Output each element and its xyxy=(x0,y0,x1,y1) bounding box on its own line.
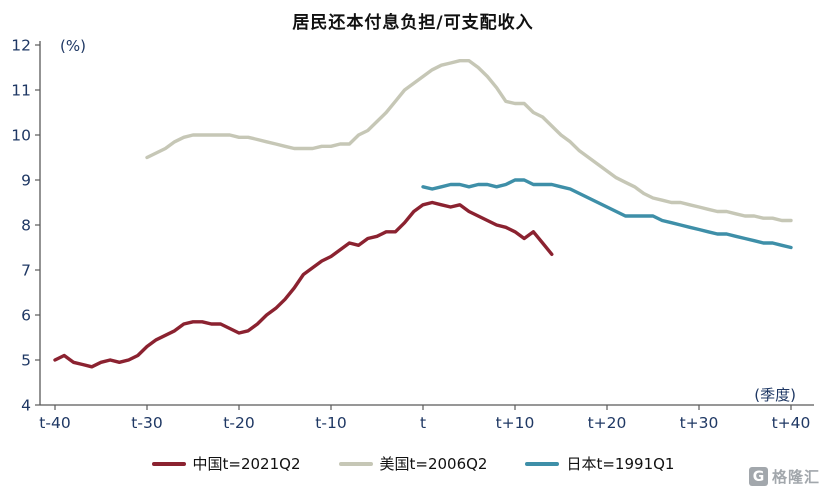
legend-swatch-japan xyxy=(525,461,560,466)
chart-title: 居民还本付息负担/可支配收入 xyxy=(292,13,534,33)
x-axis-tick-label: t-30 xyxy=(131,414,162,432)
x-axis-unit-label: (季度) xyxy=(754,386,796,404)
y-axis-tick-label: 10 xyxy=(11,126,31,144)
x-axis-tick-label: t+10 xyxy=(496,414,535,432)
y-axis-tick-label: 11 xyxy=(11,81,31,99)
chart-legend: 中国t=2021Q2 美国t=2006Q2 日本t=1991Q1 xyxy=(0,453,826,474)
x-axis-tick-label: t+20 xyxy=(588,414,627,432)
series-japan xyxy=(421,178,793,250)
y-axis-tick-label: 8 xyxy=(21,216,31,234)
y-axis-tick-label: 6 xyxy=(21,306,31,324)
legend-label-china: 中国t=2021Q2 xyxy=(192,455,301,473)
x-axis-tick-label: t xyxy=(420,414,426,432)
legend-item-japan: 日本t=1991Q1 xyxy=(525,453,674,474)
x-axis-tick-label: t-10 xyxy=(315,414,346,432)
series-us xyxy=(145,59,793,223)
y-axis-tick-label: 12 xyxy=(11,36,31,54)
legend-label-japan: 日本t=1991Q1 xyxy=(566,455,675,473)
y-axis-unit-label: (%) xyxy=(60,37,86,55)
gelonghui-watermark-text: 格隆汇 xyxy=(771,468,820,486)
series-china xyxy=(53,200,554,369)
y-axis-tick-label: 7 xyxy=(21,261,31,279)
y-axis-tick-label: 9 xyxy=(21,171,31,189)
legend-item-china: 中国t=2021Q2 xyxy=(151,453,301,474)
legend-swatch-us xyxy=(338,461,373,466)
gelonghui-logo-icon: G xyxy=(748,467,768,486)
legend-item-us: 美国t=2006Q2 xyxy=(338,453,488,474)
legend-label-us: 美国t=2006Q2 xyxy=(379,455,488,473)
x-axis-tick-label: t-40 xyxy=(39,414,70,432)
legend-swatch-china xyxy=(151,461,186,466)
y-axis-tick-label: 5 xyxy=(21,351,31,369)
x-axis-tick-label: t-20 xyxy=(223,414,254,432)
gelonghui-watermark: G 格隆汇 xyxy=(748,466,820,487)
y-axis-tick-label: 4 xyxy=(21,396,31,414)
x-axis-tick-label: t+30 xyxy=(680,414,719,432)
x-axis-tick-label: t+40 xyxy=(772,414,811,432)
